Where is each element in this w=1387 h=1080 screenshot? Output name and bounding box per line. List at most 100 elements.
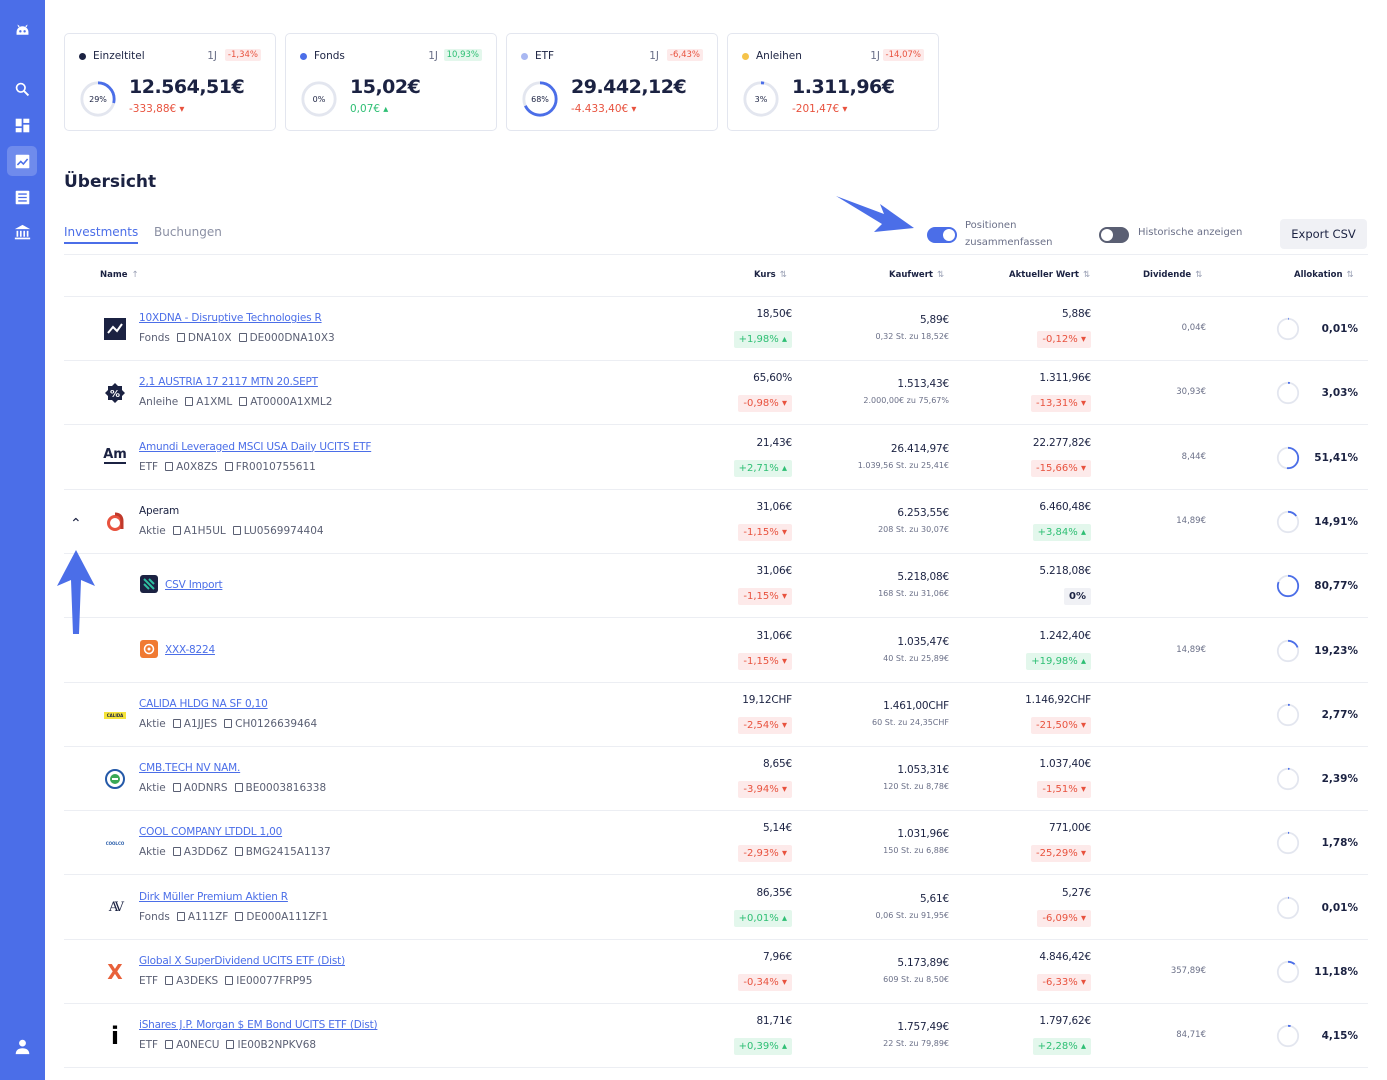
copy-icon[interactable] [176, 333, 185, 342]
logo-icon[interactable] [7, 15, 37, 45]
value-change-badge: +3,84% ▴ [1032, 523, 1091, 541]
ring-fill [743, 81, 779, 117]
table-row[interactable]: CMB.TECH NV NAM. Aktie A0DNRS BE0003816338 8… [64, 747, 1368, 812]
share-ring-chart [743, 81, 779, 117]
row-divider [64, 745, 1368, 747]
position-name-link[interactable]: CSV Import [165, 579, 223, 592]
triangle-down-icon: ▾ [778, 848, 787, 860]
column-header-allokation[interactable]: Allokation ⇅ [1294, 270, 1354, 280]
price-change-value: -0,34% [743, 977, 779, 988]
show-historical-toggle[interactable] [1099, 227, 1129, 243]
summary-card-etf[interactable]: ETF 1J -6,43% 68% 29.442,12€ -4.433,40€ ▾ [506, 33, 718, 131]
document-list-icon[interactable] [7, 182, 37, 212]
copy-icon[interactable] [165, 461, 174, 471]
copy-icon[interactable] [185, 397, 194, 407]
tab-investments[interactable]: Investments [64, 225, 139, 244]
column-header-aktueller-wert[interactable]: Aktueller Wert ⇅ [1009, 270, 1091, 280]
table-row[interactable]: ⌃ Aperam Aktie A1H5UL LU0569974404 31,06€ -1,1… [64, 490, 1368, 554]
copy-icon[interactable] [239, 397, 248, 407]
divider [64, 254, 1368, 255]
price-change-badge: -1,15% ▾ [738, 652, 792, 670]
position-name-link[interactable]: XXX-8224 [165, 643, 215, 656]
chevron-up-icon[interactable]: ⌃ [70, 515, 82, 532]
copy-icon[interactable] [224, 461, 233, 471]
position-name-link[interactable]: COOL COMPANY LTDDL 1,00 [139, 826, 283, 839]
triangle-down-icon: ▾ [778, 655, 787, 667]
portfolio-chart-icon[interactable] [7, 146, 37, 176]
sub-position-row[interactable]: CSV Import 31,06€ -1,15% ▾ 5.218,08€ 168 St.… [64, 554, 1368, 619]
purchase-value: 1.513,43€ [897, 378, 949, 391]
copy-icon[interactable] [238, 333, 247, 342]
price: 21,43€ [756, 436, 792, 449]
copy-icon[interactable] [176, 911, 185, 921]
isin: LU0569974404 [243, 524, 324, 537]
wkn: DNA10X [187, 332, 232, 344]
copy-icon[interactable] [224, 718, 233, 728]
position-name-link[interactable]: 10XDNA - Disruptive Technologies R [139, 312, 322, 324]
search-icon[interactable] [7, 74, 37, 104]
asset-type: Aktie [139, 846, 166, 859]
price-change-badge: +0,01% ▴ [733, 909, 792, 927]
position-name-link[interactable]: Amundi Leveraged MSCI USA Daily UCITS ET… [139, 440, 372, 453]
summary-card-fonds[interactable]: Fonds 1J 10,93% 0% 15,02€ 0,07€ ▴ [285, 33, 497, 131]
copy-icon[interactable] [172, 847, 181, 857]
card-value: 12.564,51€ [129, 76, 245, 98]
price-change-badge: +2,71% ▴ [733, 459, 792, 477]
position-name-link[interactable]: Global X SuperDividend UCITS ETF (Dist) [139, 955, 345, 967]
copy-icon[interactable] [235, 911, 244, 921]
column-header-kaufwert[interactable]: Kaufwert ⇅ [889, 270, 945, 280]
position-name-link[interactable]: CMB.TECH NV NAM. [139, 762, 241, 775]
triangle-down-icon: ▾ [778, 526, 787, 538]
table-row[interactable]: i iShares J.P. Morgan $ EM Bond UCITS ETF… [64, 1004, 1368, 1069]
current-value: 5,88€ [1061, 308, 1091, 320]
copy-icon[interactable] [172, 718, 181, 728]
copy-icon[interactable] [234, 783, 243, 793]
allocation-ring-chart [1276, 960, 1300, 984]
copy-icon[interactable] [172, 783, 181, 793]
card-value: 29.442,12€ [571, 76, 687, 98]
position-name-link[interactable]: iShares J.P. Morgan $ EM Bond UCITS ETF … [139, 1019, 378, 1032]
copy-icon[interactable] [226, 1040, 235, 1050]
user-profile-icon[interactable] [7, 1031, 37, 1061]
table-row[interactable]: CALIDA CALIDA HLDG NA SF 0,10 Aktie A1JJES C… [64, 683, 1368, 747]
table-row[interactable]: COOLCO COOL COMPANY LTDDL 1,00 Aktie A3DD6Z… [64, 811, 1368, 876]
triangle-up-icon: ▴ [1077, 526, 1086, 538]
copy-icon[interactable] [225, 976, 234, 985]
purchase-detail: 40 St. zu 25,89€ [883, 653, 949, 663]
column-header-name[interactable]: Name ↑ [100, 270, 139, 280]
allocation-value: 0,01% [1321, 901, 1358, 914]
summary-card-einzeltitel[interactable]: Einzeltitel 1J -1,34% 29% 12.564,51€ -333,88€… [64, 33, 276, 131]
percent-icon: % [104, 382, 126, 404]
position-name-link[interactable]: 2,1 AUSTRIA 17 2117 MTN 20.SEPT [139, 376, 318, 389]
position-name-link[interactable]: CALIDA HLDG NA SF 0,10 [139, 697, 268, 710]
column-header-kurs[interactable]: Kurs ⇅ [754, 270, 787, 280]
triangle-down-icon: ▾ [1077, 398, 1086, 410]
table-row[interactable]: % 2,1 AUSTRIA 17 2117 MTN 20.SEPT Anleihe A… [64, 361, 1368, 426]
table-row[interactable]: AV Dirk Müller Premium Aktien R Fonds A111Z… [64, 876, 1368, 940]
table-row[interactable]: Am Amundi Leveraged MSCI USA Daily UCITS … [64, 426, 1368, 490]
allocation-ring-chart [1276, 446, 1300, 469]
row-divider [64, 488, 1368, 490]
summary-card-anleihen[interactable]: Anleihen 1J -14,07% 3% 1.311,96€ -201,47€ ▾ [727, 33, 939, 131]
copy-icon[interactable] [234, 847, 243, 857]
sub-position-row[interactable]: XXX-8224 31,06€ -1,15% ▾ 1.035,47€ 40 St. zu… [64, 619, 1368, 683]
copy-icon[interactable] [165, 976, 174, 985]
copy-icon[interactable] [165, 1040, 174, 1050]
table-row[interactable]: 10XDNA - Disruptive Technologies R Fonds D… [64, 297, 1368, 361]
copy-icon[interactable] [172, 525, 181, 535]
triangle-down-icon: ▾ [778, 591, 787, 603]
price: 31,06€ [756, 629, 792, 642]
position-name-link[interactable]: Dirk Müller Premium Aktien R [139, 890, 288, 903]
tab-bookings[interactable]: Buchungen [154, 225, 222, 239]
position-meta: Aktie A1JJES CH0126639464 [139, 718, 317, 730]
dashboard-icon[interactable] [7, 110, 37, 140]
column-header-dividende[interactable]: Dividende ⇅ [1143, 270, 1203, 280]
ring-fill [1276, 960, 1300, 984]
export-csv-button[interactable]: Export CSV [1280, 219, 1367, 249]
copy-icon[interactable] [232, 525, 241, 535]
row-divider [64, 552, 1368, 554]
merge-positions-toggle[interactable] [927, 227, 957, 243]
card-delta: -4.433,40€ ▾ [571, 103, 636, 115]
bank-icon[interactable] [7, 217, 37, 247]
table-row[interactable]: X Global X SuperDividend UCITS ETF (Dist)… [64, 940, 1368, 1004]
